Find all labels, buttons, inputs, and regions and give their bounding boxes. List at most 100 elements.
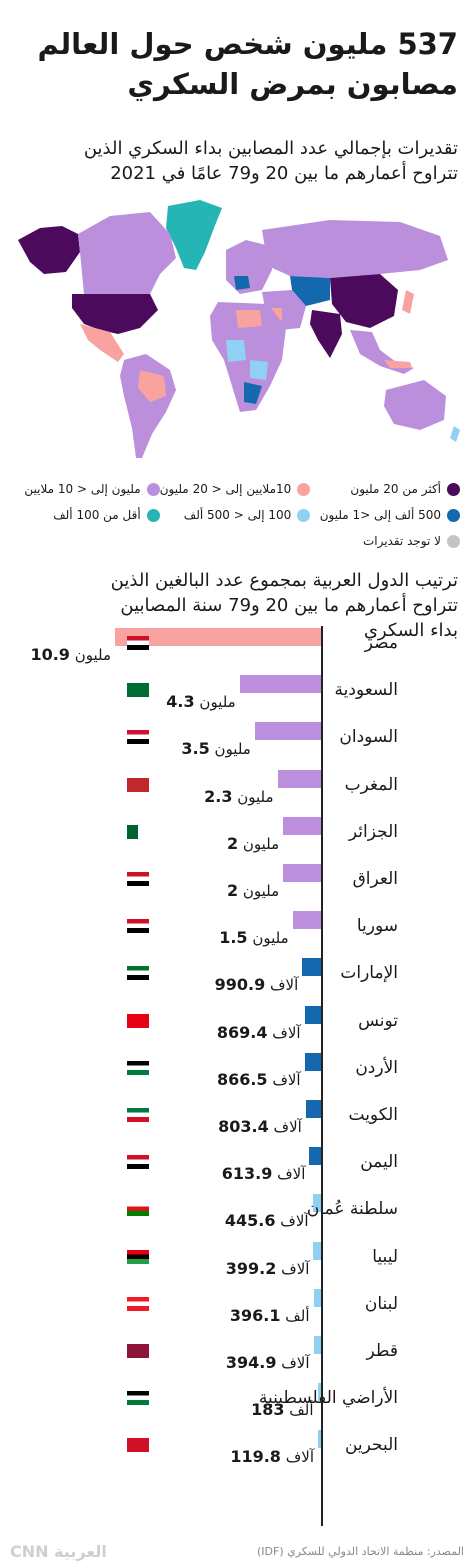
country-label: مصر xyxy=(364,633,398,653)
bar-value-unit: آلاف xyxy=(267,1023,301,1042)
bar xyxy=(309,1147,321,1166)
bar-value-label: 119.8 آلاف xyxy=(230,1447,314,1466)
country-flag-icon xyxy=(127,1155,149,1170)
legend-swatch xyxy=(447,508,460,522)
bar xyxy=(313,1336,321,1354)
bar-value-label: 394.9 آلاف xyxy=(226,1353,310,1372)
country-flag-icon xyxy=(127,824,149,839)
world-map xyxy=(18,200,460,458)
bar-value-label: 399.2 آلاف xyxy=(226,1259,310,1278)
bar xyxy=(317,1383,321,1402)
bar-value-label: 2.3 مليون xyxy=(204,787,273,806)
legend-swatch xyxy=(146,482,160,496)
bar-value-unit: آلاف xyxy=(275,1212,309,1231)
country-flag-icon xyxy=(127,1202,149,1217)
bar xyxy=(292,911,321,930)
country-flag-icon xyxy=(127,1060,149,1075)
legend-label: أقل من 100 ألف xyxy=(53,508,141,522)
bar-value-unit: ألف xyxy=(280,1306,310,1325)
bar-value-label: 866.5 آلاف xyxy=(217,1070,301,1089)
bar-value-unit: مليون xyxy=(238,834,280,853)
legend-item: أكثر من 20 مليون xyxy=(310,482,460,496)
cnn-arabic-logo: CNN العربية xyxy=(10,1541,107,1561)
bar-value-unit: آلاف xyxy=(280,1448,314,1467)
country-flag-icon xyxy=(127,1013,149,1028)
country-flag-icon xyxy=(127,683,149,698)
bar-value-label: 990.9 آلاف xyxy=(215,975,299,994)
bar-value-number: 1.5 xyxy=(219,928,248,948)
bar-value-number: 183 xyxy=(251,1400,285,1420)
map-subtitle-line-1: تقديرات بإجمالي عدد المصابين بداء السكري… xyxy=(83,138,458,159)
map-shapes xyxy=(18,200,460,458)
country-label: تونس xyxy=(358,1010,398,1031)
bar xyxy=(277,769,321,788)
bar-value-number: 399.2 xyxy=(225,1258,277,1278)
bar-value-number: 869.4 xyxy=(216,1022,268,1042)
bar-value-unit: آلاف xyxy=(267,1070,301,1089)
bar-value-label: 4.3 مليون xyxy=(166,692,235,711)
bar-value-label: 183 ألف xyxy=(251,1400,313,1419)
bar-value-label: 10.9 مليون xyxy=(30,645,111,664)
country-flag-icon xyxy=(127,730,149,745)
bar-value-label: 2 مليون xyxy=(227,881,279,900)
legend-label: لا توجد تقديرات xyxy=(362,534,441,548)
bar-chart-axis xyxy=(321,626,323,1526)
country-label: لبنان xyxy=(364,1293,398,1314)
country-label: البحرين xyxy=(344,1435,398,1456)
country-flag-icon xyxy=(127,966,149,981)
country-flag-icon xyxy=(127,1391,149,1406)
bar-value-number: 803.4 xyxy=(218,1117,269,1136)
bar-value-label: 869.4 آلاف xyxy=(217,1023,301,1042)
country-label: الإمارات xyxy=(340,963,398,984)
legend-label: 10ملايين إلى < 20 مليون xyxy=(159,482,292,496)
bar xyxy=(313,1288,321,1307)
country-flag-icon xyxy=(127,1438,149,1453)
bar-value-unit: آلاف xyxy=(276,1259,310,1278)
bar-value-label: 613.9 آلاف xyxy=(222,1164,306,1183)
country-flag-icon xyxy=(127,1296,149,1311)
bar xyxy=(313,1241,321,1260)
bar xyxy=(283,864,321,882)
country-label: الجزائر xyxy=(348,821,398,842)
bar xyxy=(283,816,321,835)
country-label: المغرب xyxy=(344,774,398,795)
bar-value-unit: آلاف xyxy=(272,1165,306,1184)
country-label: الأراضي الفلسطينية xyxy=(258,1388,398,1409)
legend-swatch xyxy=(297,508,311,522)
bar-value-label: 1.5 مليون xyxy=(219,928,288,947)
title-line-1: 537 مليون شخص حول العالم xyxy=(37,27,458,61)
legend-label: 100 إلى < 500 ألف xyxy=(183,508,292,522)
bar-value-unit: آلاف xyxy=(265,976,299,995)
bar-value-number: 4.3 xyxy=(166,692,195,712)
bar-value-number: 10.9 xyxy=(30,645,70,664)
bar-value-label: 445.6 آلاف xyxy=(225,1211,309,1230)
country-label: السعودية xyxy=(334,680,398,701)
bar xyxy=(115,628,321,646)
title-line-2: مصابون بمرض السكري xyxy=(127,67,458,101)
bar-value-number: 3.5 xyxy=(181,739,210,759)
country-flag-icon xyxy=(127,919,149,934)
country-flag-icon xyxy=(127,636,149,650)
bar xyxy=(302,958,321,977)
bar-chart-title-line-2: تتراوح أعمارهم ما بين 20 و79 سنة المصابي… xyxy=(120,595,458,616)
bar-value-unit: مليون xyxy=(238,882,280,900)
legend-label: مليون إلى < 10 ملايين xyxy=(24,482,141,496)
bar-value-number: 396.1 xyxy=(229,1305,281,1325)
country-label: سوريا xyxy=(356,916,398,937)
page-title: 537 مليون شخص حول العالم مصابون بمرض الس… xyxy=(12,24,458,104)
bar-value-label: 396.1 ألف xyxy=(230,1306,310,1325)
country-label: العراق xyxy=(352,869,398,889)
country-label: قطر xyxy=(366,1341,398,1361)
bar xyxy=(239,675,321,694)
country-label: الأردن xyxy=(355,1057,398,1078)
bar-value-number: 445.6 xyxy=(224,1211,276,1231)
legend-swatch xyxy=(146,508,160,522)
legend-item: مليون إلى < 10 ملايين xyxy=(10,482,160,496)
source-text: المصدر: منظمة الاتحاد الدولي للسكري (IDF… xyxy=(256,1544,464,1558)
footer: المصدر: منظمة الاتحاد الدولي للسكري (IDF… xyxy=(10,1540,464,1562)
legend-item: 10ملايين إلى < 20 مليون xyxy=(160,482,311,496)
legend-swatch xyxy=(447,534,460,548)
country-label: اليمن xyxy=(360,1152,398,1173)
country-flag-icon xyxy=(127,1344,149,1358)
bar-value-unit: مليون xyxy=(247,929,289,948)
